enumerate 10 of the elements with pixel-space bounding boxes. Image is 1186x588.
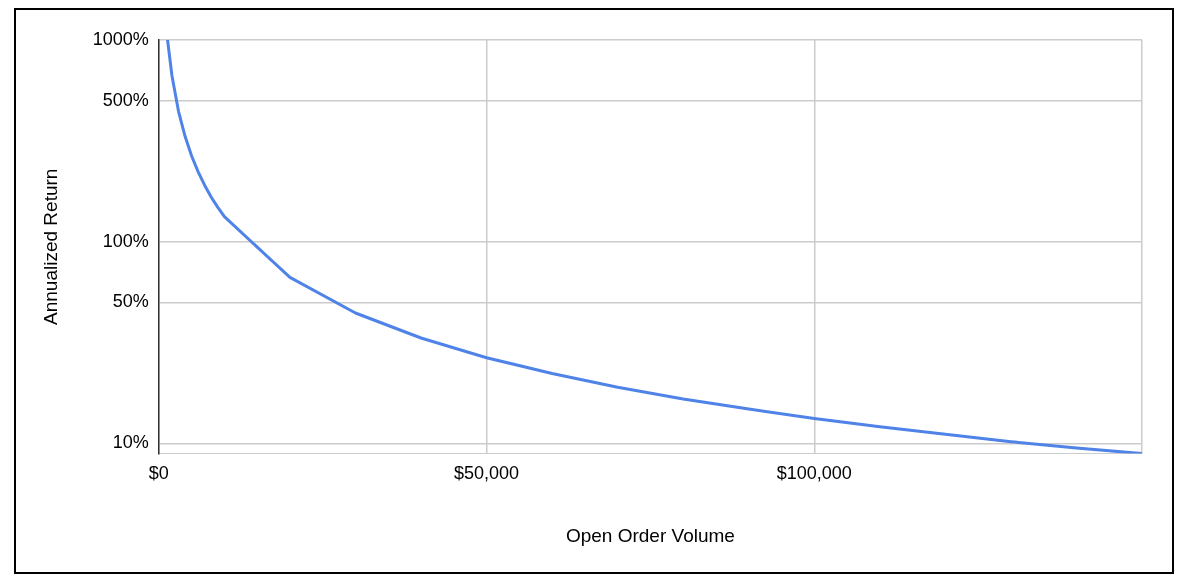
y-tick-label: 1000% bbox=[92, 28, 149, 49]
y-tick-label: 100% bbox=[102, 230, 149, 251]
y-tick-label: 500% bbox=[102, 89, 149, 110]
x-axis-title: Open Order Volume bbox=[565, 524, 735, 546]
y-tick-label: 50% bbox=[112, 291, 149, 312]
x-tick-label: $0 bbox=[148, 463, 169, 484]
x-tick-label: $100,000 bbox=[776, 463, 852, 484]
x-tick-label: $50,000 bbox=[454, 463, 520, 484]
y-axis-title: Annualized Return bbox=[39, 168, 61, 325]
y-tick-label: 10% bbox=[112, 432, 149, 453]
